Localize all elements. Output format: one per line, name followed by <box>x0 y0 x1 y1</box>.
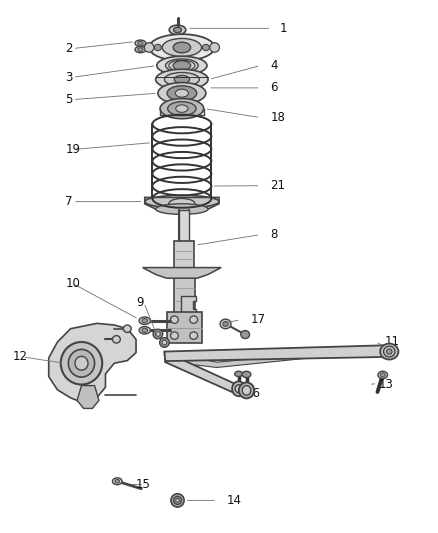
Polygon shape <box>173 349 372 368</box>
Bar <box>173 272 194 326</box>
Text: 13: 13 <box>378 378 393 391</box>
Ellipse shape <box>232 381 245 396</box>
Ellipse shape <box>164 72 199 86</box>
Ellipse shape <box>176 105 188 112</box>
Ellipse shape <box>124 325 131 333</box>
Ellipse shape <box>174 75 190 83</box>
Bar <box>174 241 194 272</box>
Text: 7: 7 <box>65 195 73 208</box>
Ellipse shape <box>142 319 148 323</box>
Ellipse shape <box>220 319 231 329</box>
Text: 15: 15 <box>136 478 151 491</box>
Ellipse shape <box>61 342 102 384</box>
Ellipse shape <box>169 25 186 35</box>
Text: 16: 16 <box>245 386 260 400</box>
Ellipse shape <box>166 59 198 72</box>
Ellipse shape <box>170 316 178 324</box>
Ellipse shape <box>170 332 178 340</box>
Ellipse shape <box>139 327 150 334</box>
Text: 3: 3 <box>65 71 73 84</box>
Text: 5: 5 <box>65 93 73 106</box>
Text: 9: 9 <box>136 296 144 309</box>
Text: 2: 2 <box>65 42 73 55</box>
Ellipse shape <box>223 321 228 326</box>
Ellipse shape <box>210 43 219 52</box>
Ellipse shape <box>167 86 197 101</box>
Ellipse shape <box>202 44 209 51</box>
Ellipse shape <box>169 198 195 209</box>
Ellipse shape <box>190 316 198 324</box>
Ellipse shape <box>142 328 148 333</box>
Ellipse shape <box>75 357 88 370</box>
Text: 6: 6 <box>271 82 278 94</box>
Text: 19: 19 <box>65 143 80 156</box>
Ellipse shape <box>155 69 208 90</box>
Ellipse shape <box>68 350 95 377</box>
Ellipse shape <box>138 48 143 52</box>
Text: 8: 8 <box>271 228 278 241</box>
Text: 1: 1 <box>280 22 288 35</box>
Ellipse shape <box>155 332 160 336</box>
Ellipse shape <box>162 38 201 56</box>
Text: 4: 4 <box>271 59 278 72</box>
Text: 10: 10 <box>65 277 80 290</box>
Ellipse shape <box>155 204 208 214</box>
Ellipse shape <box>113 336 120 343</box>
Text: 21: 21 <box>271 179 286 192</box>
Polygon shape <box>166 312 201 343</box>
Ellipse shape <box>168 102 196 116</box>
Ellipse shape <box>139 317 150 325</box>
Ellipse shape <box>113 478 122 484</box>
Ellipse shape <box>175 89 188 97</box>
Polygon shape <box>164 352 242 393</box>
Ellipse shape <box>145 43 154 52</box>
Text: 11: 11 <box>385 335 400 349</box>
Text: 14: 14 <box>227 494 242 507</box>
Ellipse shape <box>190 332 198 340</box>
Polygon shape <box>143 268 221 278</box>
Ellipse shape <box>159 338 169 348</box>
Ellipse shape <box>386 349 392 354</box>
Ellipse shape <box>149 34 215 61</box>
Ellipse shape <box>138 42 143 45</box>
Ellipse shape <box>241 330 250 338</box>
Ellipse shape <box>235 371 243 376</box>
Ellipse shape <box>115 479 120 483</box>
Ellipse shape <box>380 373 385 377</box>
Ellipse shape <box>380 344 399 360</box>
Ellipse shape <box>135 40 146 46</box>
Ellipse shape <box>378 371 388 378</box>
Text: 18: 18 <box>271 111 286 124</box>
Ellipse shape <box>154 44 161 51</box>
Ellipse shape <box>171 494 184 507</box>
Ellipse shape <box>176 498 179 502</box>
Polygon shape <box>180 296 196 314</box>
Polygon shape <box>164 345 389 361</box>
Polygon shape <box>49 324 136 403</box>
Ellipse shape <box>135 46 146 53</box>
Bar <box>179 210 189 241</box>
Polygon shape <box>145 197 219 209</box>
Text: 17: 17 <box>251 313 265 326</box>
Ellipse shape <box>160 99 204 119</box>
Ellipse shape <box>173 27 181 33</box>
Ellipse shape <box>384 346 395 357</box>
Ellipse shape <box>235 385 242 393</box>
Ellipse shape <box>242 385 251 395</box>
Ellipse shape <box>157 56 207 75</box>
Ellipse shape <box>173 496 181 504</box>
Ellipse shape <box>158 83 206 104</box>
Ellipse shape <box>173 42 191 53</box>
Polygon shape <box>77 385 99 408</box>
Text: 12: 12 <box>13 350 28 364</box>
Ellipse shape <box>162 340 167 345</box>
Ellipse shape <box>242 371 251 377</box>
Ellipse shape <box>239 382 254 398</box>
Ellipse shape <box>173 61 191 70</box>
Ellipse shape <box>153 329 162 339</box>
